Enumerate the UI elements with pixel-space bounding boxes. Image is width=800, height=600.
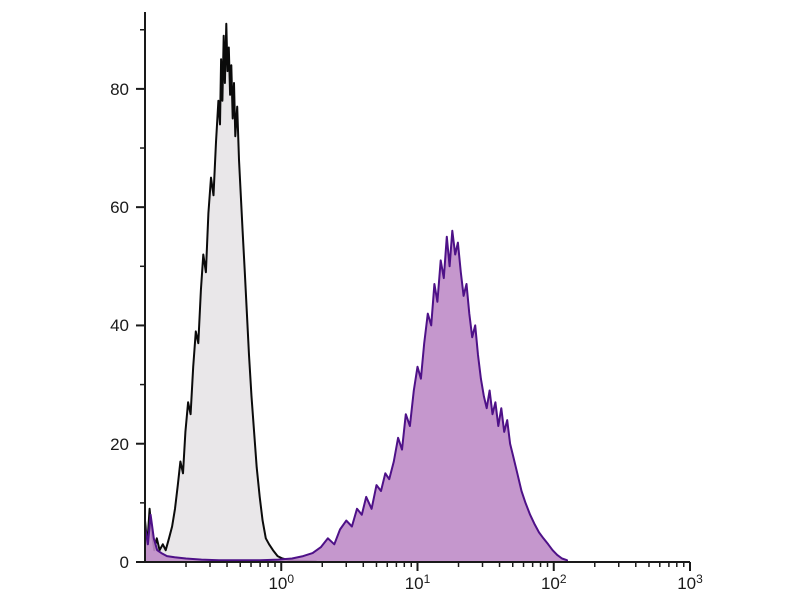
purple-histogram-path <box>144 229 568 563</box>
gray-histogram-path <box>144 22 317 563</box>
x-tick-label: 101 <box>404 572 431 593</box>
x-tick-label: 100 <box>268 572 295 593</box>
y-tick-label: 60 <box>110 198 129 218</box>
y-tick-label: 40 <box>110 316 129 336</box>
y-tick-label: 80 <box>110 79 129 99</box>
x-tick-label: 103 <box>677 572 703 593</box>
y-tick-label: 0 <box>119 553 129 572</box>
y-tick-label: 20 <box>110 434 129 454</box>
x-tick-label: 102 <box>540 572 567 593</box>
